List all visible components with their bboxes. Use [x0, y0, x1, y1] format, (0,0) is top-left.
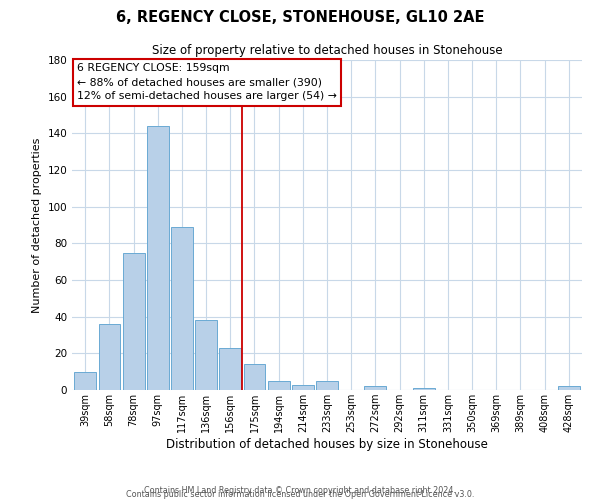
Bar — [244, 364, 265, 390]
Text: 6 REGENCY CLOSE: 159sqm
← 88% of detached houses are smaller (390)
12% of semi-d: 6 REGENCY CLOSE: 159sqm ← 88% of detache… — [77, 64, 337, 102]
Bar — [123, 252, 145, 390]
Title: Size of property relative to detached houses in Stonehouse: Size of property relative to detached ho… — [152, 44, 502, 58]
Y-axis label: Number of detached properties: Number of detached properties — [32, 138, 42, 312]
Bar — [316, 381, 338, 390]
Text: 6, REGENCY CLOSE, STONEHOUSE, GL10 2AE: 6, REGENCY CLOSE, STONEHOUSE, GL10 2AE — [116, 10, 484, 25]
Bar — [220, 348, 241, 390]
Bar — [74, 372, 96, 390]
Bar — [171, 227, 193, 390]
X-axis label: Distribution of detached houses by size in Stonehouse: Distribution of detached houses by size … — [166, 438, 488, 451]
Bar — [147, 126, 169, 390]
Text: Contains HM Land Registry data © Crown copyright and database right 2024.: Contains HM Land Registry data © Crown c… — [144, 486, 456, 495]
Bar — [413, 388, 434, 390]
Text: Contains public sector information licensed under the Open Government Licence v3: Contains public sector information licen… — [126, 490, 474, 499]
Bar — [558, 386, 580, 390]
Bar — [268, 381, 290, 390]
Bar — [292, 384, 314, 390]
Bar — [195, 320, 217, 390]
Bar — [364, 386, 386, 390]
Bar — [98, 324, 121, 390]
